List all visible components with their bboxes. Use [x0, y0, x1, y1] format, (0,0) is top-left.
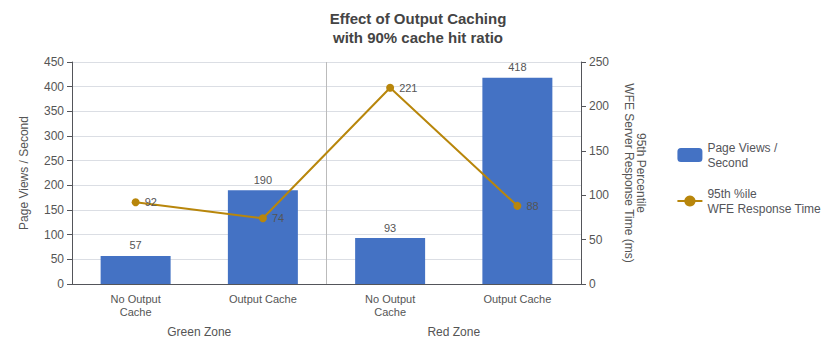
svg-text:Green Zone: Green Zone [167, 325, 231, 339]
svg-text:400: 400 [44, 80, 64, 94]
svg-text:57: 57 [130, 239, 142, 251]
svg-text:100: 100 [589, 188, 609, 202]
svg-text:200: 200 [44, 178, 64, 192]
svg-text:Page Views / Second: Page Views / Second [17, 116, 31, 230]
svg-text:Cache: Cache [374, 306, 406, 318]
svg-text:Page Views /: Page Views / [707, 141, 777, 155]
svg-text:No Output: No Output [111, 293, 161, 305]
svg-text:Red Zone: Red Zone [427, 325, 480, 339]
svg-text:Cache: Cache [120, 306, 152, 318]
svg-text:0: 0 [57, 277, 64, 291]
svg-text:Output Cache: Output Cache [229, 293, 297, 305]
svg-text:95th Percentile: 95th Percentile [634, 133, 648, 213]
svg-text:93: 93 [384, 222, 396, 234]
svg-text:250: 250 [44, 154, 64, 168]
svg-text:50: 50 [589, 233, 603, 247]
svg-text:250: 250 [589, 55, 609, 69]
svg-text:418: 418 [508, 61, 526, 73]
svg-text:Effect of Output Caching: Effect of Output Caching [330, 10, 507, 27]
svg-text:95th %ile: 95th %ile [707, 187, 757, 201]
svg-text:50: 50 [51, 252, 65, 266]
svg-text:0: 0 [589, 277, 596, 291]
svg-text:190: 190 [254, 174, 272, 186]
svg-text:92: 92 [145, 196, 157, 208]
svg-text:WFE Response Time: WFE Response Time [707, 202, 821, 216]
svg-text:100: 100 [44, 228, 64, 242]
svg-text:200: 200 [589, 99, 609, 113]
svg-text:350: 350 [44, 104, 64, 118]
svg-text:74: 74 [272, 212, 284, 224]
svg-text:88: 88 [526, 200, 538, 212]
svg-text:150: 150 [44, 203, 64, 217]
svg-text:Output Cache: Output Cache [483, 293, 551, 305]
svg-text:Second: Second [707, 156, 748, 170]
svg-text:No Output: No Output [365, 293, 415, 305]
svg-text:450: 450 [44, 55, 64, 69]
svg-text:300: 300 [44, 129, 64, 143]
svg-text:150: 150 [589, 144, 609, 158]
svg-text:WFE Server Response Time (ms): WFE Server Response Time (ms) [622, 83, 636, 262]
svg-text:with 90% cache hit ratio: with 90% cache hit ratio [332, 29, 503, 46]
svg-text:221: 221 [399, 82, 417, 94]
